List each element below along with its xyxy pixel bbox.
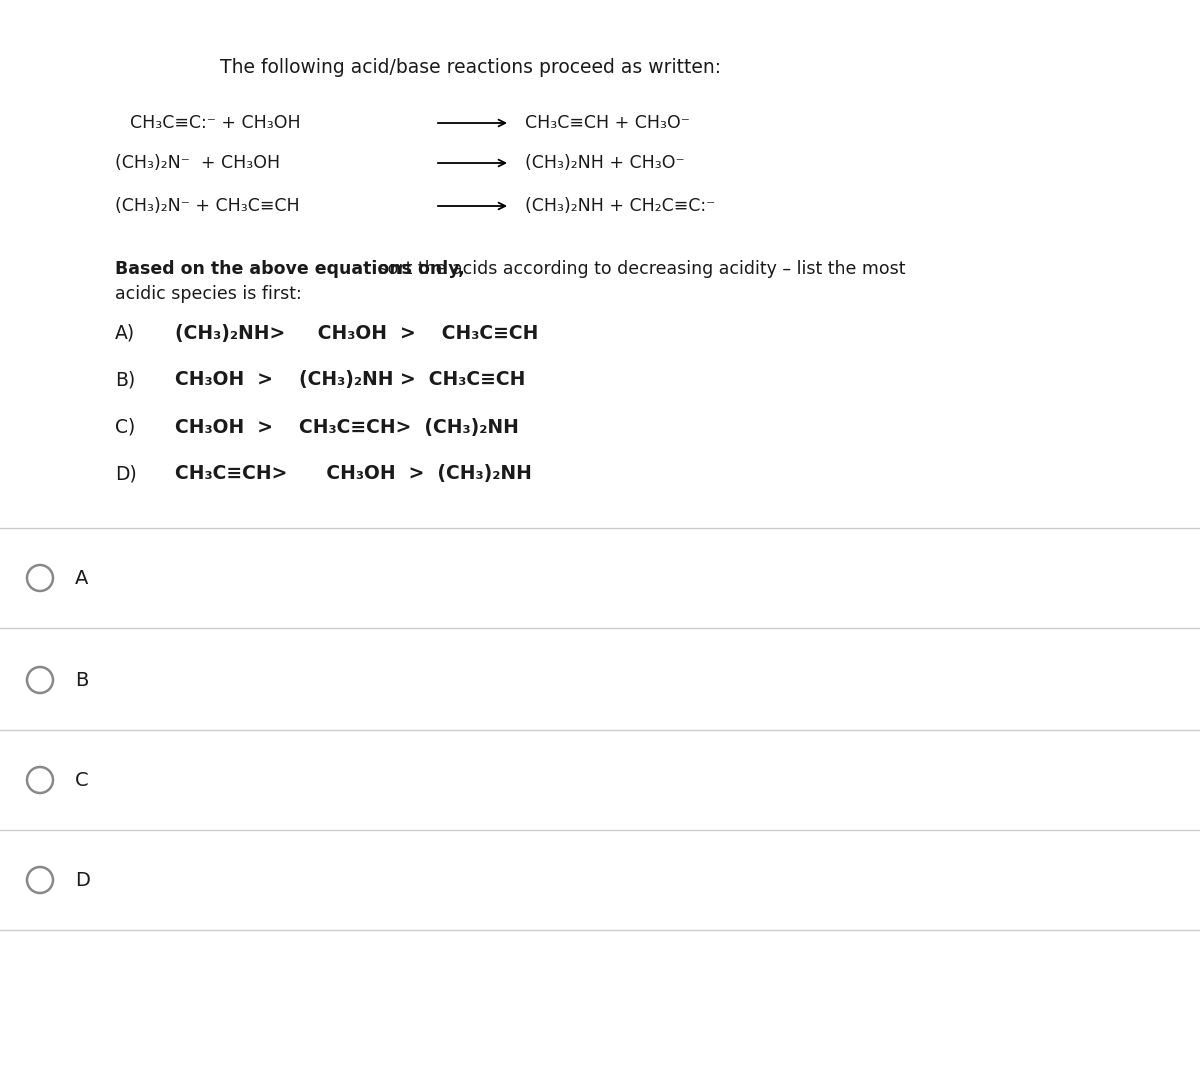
Text: Based on the above equations only,: Based on the above equations only,: [115, 260, 464, 278]
Text: CH₃C≡CH>      CH₃OH  >  (CH₃)₂NH: CH₃C≡CH> CH₃OH > (CH₃)₂NH: [175, 465, 532, 484]
Text: acidic species is first:: acidic species is first:: [115, 285, 301, 303]
Text: CH₃C≡CH + CH₃O⁻: CH₃C≡CH + CH₃O⁻: [526, 114, 690, 132]
Text: B: B: [74, 671, 89, 690]
Text: D: D: [74, 870, 90, 890]
Text: sort the acids according to decreasing acidity – list the most: sort the acids according to decreasing a…: [373, 260, 906, 278]
Text: (CH₃)₂NH>     CH₃OH  >    CH₃C≡CH: (CH₃)₂NH> CH₃OH > CH₃C≡CH: [175, 324, 539, 343]
Text: C: C: [74, 770, 89, 789]
Text: CH₃OH  >    CH₃C≡CH>  (CH₃)₂NH: CH₃OH > CH₃C≡CH> (CH₃)₂NH: [175, 418, 518, 437]
Text: CH₃OH  >    (CH₃)₂NH >  CH₃C≡CH: CH₃OH > (CH₃)₂NH > CH₃C≡CH: [175, 371, 526, 390]
Text: (CH₃)₂N⁻ + CH₃C≡CH: (CH₃)₂N⁻ + CH₃C≡CH: [115, 197, 300, 215]
Text: D): D): [115, 465, 137, 484]
Text: CH₃C≡C:⁻ + CH₃OH: CH₃C≡C:⁻ + CH₃OH: [130, 114, 301, 132]
Text: (CH₃)₂NH + CH₃O⁻: (CH₃)₂NH + CH₃O⁻: [526, 154, 685, 172]
Text: (CH₃)₂N⁻  + CH₃OH: (CH₃)₂N⁻ + CH₃OH: [115, 154, 280, 172]
Text: A: A: [74, 568, 89, 587]
Text: A): A): [115, 324, 136, 343]
Text: The following acid/base reactions proceed as written:: The following acid/base reactions procee…: [220, 58, 721, 77]
Text: B): B): [115, 371, 136, 390]
Text: (CH₃)₂NH + CH₂C≡C:⁻: (CH₃)₂NH + CH₂C≡C:⁻: [526, 197, 715, 215]
Text: C): C): [115, 418, 136, 437]
